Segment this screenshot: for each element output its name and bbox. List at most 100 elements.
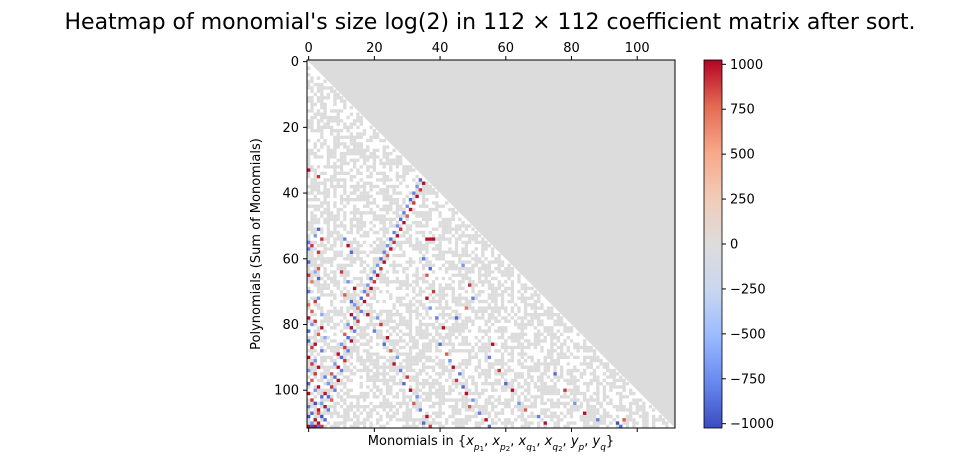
heatmap-cell xyxy=(313,385,317,389)
heatmap-cell xyxy=(468,391,472,396)
heatmap-cell xyxy=(517,375,521,379)
heatmap-cell xyxy=(346,418,350,422)
heatmap-cell xyxy=(376,405,380,409)
heatmap-cell xyxy=(359,132,363,136)
heatmap-cell xyxy=(481,290,485,294)
heatmap-cell xyxy=(422,303,426,307)
heatmap-cell-nonzero xyxy=(359,309,363,314)
heatmap-cell xyxy=(520,401,524,406)
heatmap-cell xyxy=(336,165,340,169)
heatmap-cell xyxy=(642,414,646,419)
heatmap-cell xyxy=(316,198,321,202)
heatmap-cell xyxy=(435,388,439,392)
heatmap-cell xyxy=(435,355,439,360)
heatmap-cell xyxy=(468,267,472,271)
heatmap-cell xyxy=(474,382,478,386)
heatmap-cell xyxy=(530,405,534,409)
heatmap-cell xyxy=(333,250,337,254)
heatmap-cell xyxy=(349,362,354,366)
heatmap-cell xyxy=(330,247,334,251)
heatmap-cell xyxy=(389,204,393,208)
heatmap-cell xyxy=(339,388,344,392)
heatmap-cell xyxy=(520,326,524,330)
heatmap-cell xyxy=(451,217,455,222)
heatmap-cell xyxy=(346,309,350,314)
heatmap-cell xyxy=(425,211,429,215)
heatmap-cell xyxy=(428,395,432,399)
heatmap-cell xyxy=(379,418,383,422)
heatmap-cell xyxy=(546,368,551,373)
heatmap-cell xyxy=(362,158,367,162)
heatmap-cell xyxy=(366,411,370,415)
heatmap-cell xyxy=(343,106,347,110)
heatmap-cell xyxy=(412,359,416,363)
heatmap-cell xyxy=(454,237,459,241)
heatmap-cell xyxy=(336,122,340,126)
heatmap-cell xyxy=(362,326,367,330)
heatmap-cell xyxy=(339,421,344,425)
heatmap-cell xyxy=(530,414,534,419)
heatmap-cell xyxy=(405,352,409,356)
heatmap-cell xyxy=(464,316,469,320)
heatmap-cell xyxy=(356,188,360,192)
heatmap-cell xyxy=(362,398,367,402)
heatmap-cell xyxy=(451,293,455,297)
heatmap-cell-nonzero xyxy=(333,362,337,366)
heatmap-cell xyxy=(589,349,593,353)
heatmap-cell xyxy=(510,339,515,343)
heatmap-cell xyxy=(402,332,406,337)
heatmap-cell xyxy=(441,398,446,402)
heatmap-cell xyxy=(323,408,327,412)
heatmap-cell xyxy=(543,359,547,363)
heatmap-cell xyxy=(530,296,534,300)
heatmap-cell xyxy=(359,152,363,156)
heatmap-cell xyxy=(471,283,475,287)
heatmap-cell xyxy=(451,309,455,314)
heatmap-cell xyxy=(343,411,347,415)
heatmap-cell xyxy=(642,408,646,412)
heatmap-cell xyxy=(376,342,380,346)
heatmap-cell xyxy=(468,352,472,356)
heatmap-cell xyxy=(431,263,436,268)
heatmap-cell xyxy=(336,96,340,100)
heatmap-cell xyxy=(530,316,534,320)
heatmap-cell-nonzero xyxy=(323,391,327,396)
heatmap-cell xyxy=(537,385,541,389)
heatmap-cell xyxy=(458,260,462,264)
heatmap-cell xyxy=(484,375,488,379)
heatmap-cell xyxy=(471,306,475,310)
heatmap-cell xyxy=(606,395,610,399)
heatmap-cell xyxy=(543,401,547,406)
heatmap-cell xyxy=(320,378,324,383)
heatmap-cell-nonzero xyxy=(320,401,324,406)
heatmap-cell xyxy=(359,257,363,261)
heatmap-cell xyxy=(349,178,354,182)
heatmap-cell xyxy=(520,355,524,360)
heatmap-cell xyxy=(362,336,367,340)
heatmap-cell xyxy=(349,293,354,297)
heatmap-cell xyxy=(517,408,521,412)
heatmap-cell xyxy=(573,365,577,369)
heatmap-cell xyxy=(395,352,400,356)
heatmap-cell xyxy=(451,342,455,346)
heatmap-cell xyxy=(369,188,373,192)
heatmap-cell xyxy=(405,194,409,199)
heatmap-cell xyxy=(320,286,324,291)
heatmap-cell xyxy=(474,257,478,261)
heatmap-cell xyxy=(333,257,337,261)
heatmap-cell xyxy=(323,355,327,360)
heatmap-cell xyxy=(543,414,547,419)
heatmap-cell xyxy=(451,408,455,412)
heatmap-cell xyxy=(451,250,455,254)
heatmap-cell xyxy=(533,293,538,297)
heatmap-cell-nonzero xyxy=(438,342,442,346)
heatmap-cell xyxy=(566,345,570,350)
heatmap-cell xyxy=(454,322,459,327)
heatmap-cell xyxy=(323,280,327,284)
heatmap-cell xyxy=(362,267,367,271)
heatmap-cell xyxy=(330,293,334,297)
heatmap-cell xyxy=(405,319,409,323)
heatmap-cell xyxy=(494,382,498,386)
heatmap-cell xyxy=(560,355,564,360)
heatmap-cell xyxy=(333,313,337,317)
